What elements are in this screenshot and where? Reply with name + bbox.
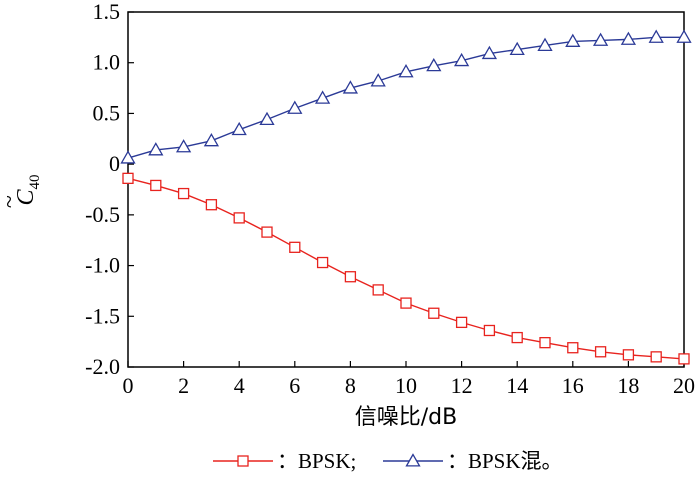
data-point bbox=[650, 351, 662, 363]
data-point bbox=[314, 90, 331, 104]
legend: ：BPSK; ：BPSK混。 bbox=[213, 449, 563, 473]
data-point bbox=[539, 337, 551, 349]
y-tick-label: -1.5 bbox=[85, 303, 120, 328]
data-point bbox=[648, 29, 664, 43]
data-point bbox=[509, 41, 525, 56]
y-tick-label: -1.0 bbox=[85, 253, 120, 278]
data-point bbox=[177, 187, 190, 200]
y-tick-label: 0 bbox=[109, 151, 120, 176]
data-point bbox=[481, 45, 498, 60]
data-point bbox=[483, 324, 496, 337]
legend-label: ：BPSK; bbox=[277, 449, 356, 473]
data-point bbox=[231, 121, 247, 136]
data-point bbox=[594, 346, 607, 358]
series-bpsk bbox=[122, 172, 690, 365]
legend-item: ：BPSK混。 bbox=[383, 449, 563, 473]
data-point bbox=[370, 73, 386, 87]
y-tick-label: 1.0 bbox=[93, 50, 121, 75]
x-axis-ticks: 0 2 4 6 8 10 12 14 16 18 20 bbox=[123, 361, 695, 398]
y-axis-title: C40 ~ bbox=[0, 174, 43, 208]
x-axis-title: 信噪比/dB bbox=[355, 405, 457, 430]
data-point bbox=[342, 80, 359, 94]
data-point bbox=[203, 133, 220, 147]
data-point bbox=[592, 32, 609, 46]
y-tick-label: -2.0 bbox=[85, 354, 120, 379]
data-point bbox=[122, 172, 134, 184]
x-tick-label: 0 bbox=[123, 373, 134, 398]
x-tick-label: 2 bbox=[178, 373, 189, 398]
data-point bbox=[426, 57, 442, 72]
x-tick-label: 12 bbox=[451, 373, 473, 398]
y-axis-ticks: 1.5 1.0 0.5 0 -0.5 -1.0 -1.5 -2.0 bbox=[85, 0, 134, 379]
data-point bbox=[455, 316, 468, 329]
data-point bbox=[287, 100, 303, 114]
y-axis-title-subscript: 40 bbox=[27, 174, 43, 189]
data-point bbox=[148, 142, 164, 156]
data-point bbox=[678, 353, 690, 365]
data-point bbox=[400, 297, 412, 309]
series-bpsk-mixed bbox=[120, 29, 692, 164]
x-tick-label: 8 bbox=[345, 373, 356, 398]
x-tick-label: 16 bbox=[562, 373, 584, 398]
data-point bbox=[150, 179, 162, 192]
data-point bbox=[289, 241, 301, 253]
data-point bbox=[175, 139, 192, 153]
data-point bbox=[316, 256, 329, 269]
data-point bbox=[259, 111, 275, 126]
data-point bbox=[261, 226, 273, 238]
data-point bbox=[620, 31, 637, 45]
series-layer bbox=[120, 29, 692, 365]
data-point bbox=[676, 29, 692, 43]
legend-marker bbox=[237, 455, 249, 467]
legend-label: ：BPSK混。 bbox=[447, 449, 563, 473]
data-point bbox=[233, 212, 245, 224]
data-point bbox=[344, 271, 357, 283]
x-tick-label: 4 bbox=[234, 373, 245, 398]
data-point bbox=[511, 331, 523, 344]
y-tick-label: 0.5 bbox=[93, 100, 121, 125]
x-tick-label: 6 bbox=[289, 373, 300, 398]
y-tick-label: 1.5 bbox=[93, 0, 121, 24]
legend-item: ：BPSK; bbox=[213, 449, 356, 473]
data-point bbox=[565, 33, 581, 47]
x-tick-label: 14 bbox=[506, 373, 528, 398]
data-point bbox=[537, 37, 553, 51]
svg-text:C40: C40 bbox=[13, 174, 43, 205]
y-tick-label: -0.5 bbox=[85, 202, 120, 227]
data-point bbox=[567, 342, 579, 354]
data-point bbox=[428, 307, 440, 319]
x-tick-label: 10 bbox=[395, 373, 417, 398]
data-point bbox=[205, 199, 218, 211]
data-point bbox=[453, 52, 470, 67]
data-point bbox=[372, 284, 384, 296]
data-point bbox=[120, 150, 136, 164]
x-tick-label: 20 bbox=[673, 373, 695, 398]
x-tick-label: 18 bbox=[617, 373, 639, 398]
data-point bbox=[622, 349, 635, 361]
y-axis-title-main: C bbox=[13, 189, 39, 206]
y-axis-title-accent: ~ bbox=[0, 195, 23, 208]
legend-marker bbox=[405, 453, 421, 467]
data-point bbox=[398, 64, 414, 78]
